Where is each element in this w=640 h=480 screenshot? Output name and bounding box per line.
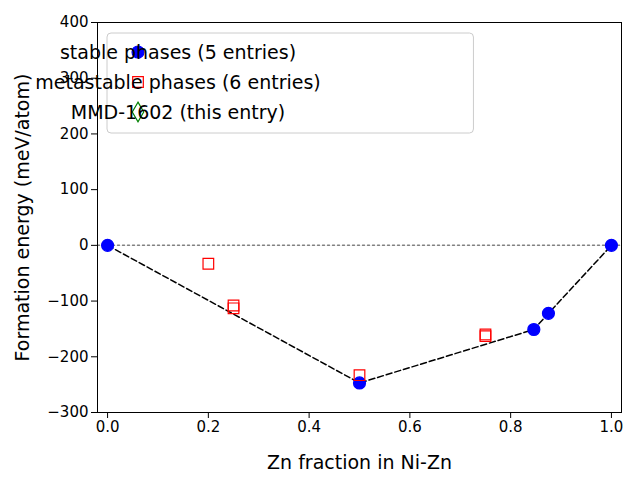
svg-text:200: 200: [60, 125, 89, 143]
svg-text:0.0: 0.0: [96, 418, 120, 436]
svg-text:Formation energy (meV/atom): Formation energy (meV/atom): [11, 74, 33, 362]
svg-text:0.6: 0.6: [398, 418, 422, 436]
svg-text:0.8: 0.8: [499, 418, 523, 436]
svg-text:0: 0: [79, 236, 89, 254]
svg-text:metastable phases (6 entries): metastable phases (6 entries): [35, 71, 320, 93]
svg-text:MMD-1602 (this entry): MMD-1602 (this entry): [71, 101, 285, 123]
svg-text:−100: −100: [47, 292, 88, 310]
svg-text:100: 100: [60, 180, 89, 198]
svg-text:stable phases (5 entries): stable phases (5 entries): [60, 41, 296, 63]
svg-text:−200: −200: [47, 348, 88, 366]
svg-text:Zn fraction in Ni-Zn: Zn fraction in Ni-Zn: [267, 451, 452, 473]
svg-text:0.4: 0.4: [297, 418, 321, 436]
svg-text:400: 400: [60, 13, 89, 31]
svg-text:1.0: 1.0: [599, 418, 623, 436]
svg-text:−300: −300: [47, 403, 88, 421]
svg-text:0.2: 0.2: [196, 418, 220, 436]
